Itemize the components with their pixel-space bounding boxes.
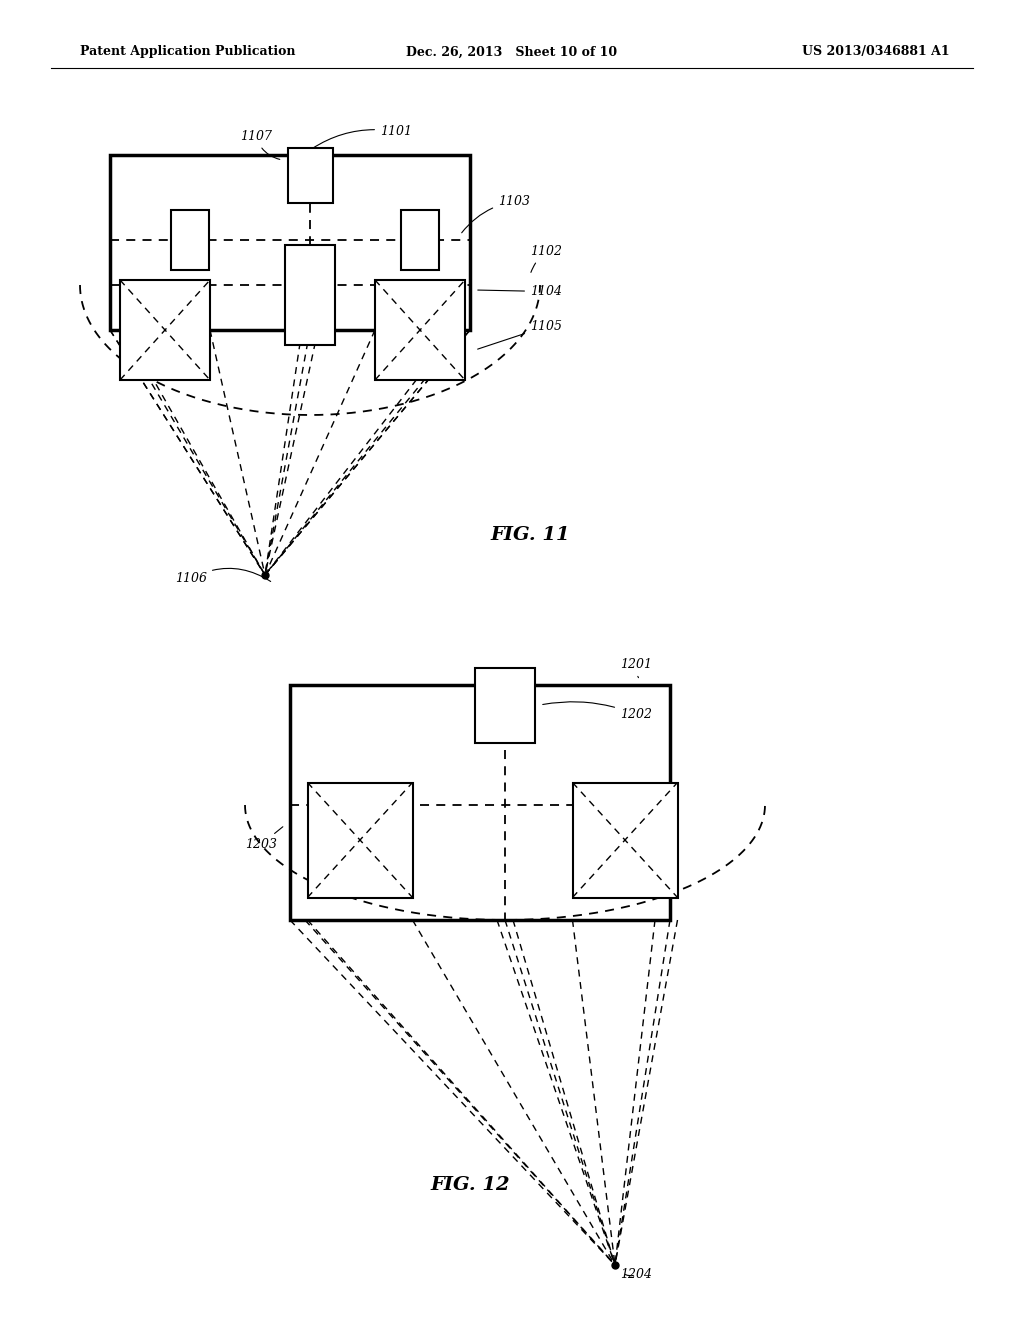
Bar — [285, 246, 335, 345]
Text: Patent Application Publication: Patent Application Publication — [80, 45, 296, 58]
Bar — [401, 210, 439, 271]
Text: 1102: 1102 — [530, 246, 562, 272]
Text: Dec. 26, 2013   Sheet 10 of 10: Dec. 26, 2013 Sheet 10 of 10 — [407, 45, 617, 58]
Bar — [572, 783, 678, 898]
Text: US 2013/0346881 A1: US 2013/0346881 A1 — [803, 45, 950, 58]
Bar — [307, 783, 413, 898]
Text: 1106: 1106 — [175, 569, 270, 585]
Text: 1201: 1201 — [620, 657, 652, 677]
Bar — [288, 148, 333, 202]
Text: FIG. 12: FIG. 12 — [430, 1176, 510, 1195]
Text: 1107: 1107 — [240, 129, 280, 160]
Text: FIG. 11: FIG. 11 — [490, 525, 569, 544]
Text: 1104: 1104 — [478, 285, 562, 298]
Text: 1202: 1202 — [543, 702, 652, 721]
Text: 1103: 1103 — [462, 195, 530, 232]
Text: 1203: 1203 — [245, 826, 283, 851]
Text: 1105: 1105 — [477, 319, 562, 348]
Text: 1204: 1204 — [620, 1269, 652, 1280]
Bar — [171, 210, 209, 271]
Bar — [475, 668, 535, 742]
Bar — [290, 685, 670, 920]
Bar — [110, 154, 470, 330]
Bar — [120, 280, 210, 380]
Text: 1101: 1101 — [312, 125, 412, 148]
Bar — [375, 280, 465, 380]
